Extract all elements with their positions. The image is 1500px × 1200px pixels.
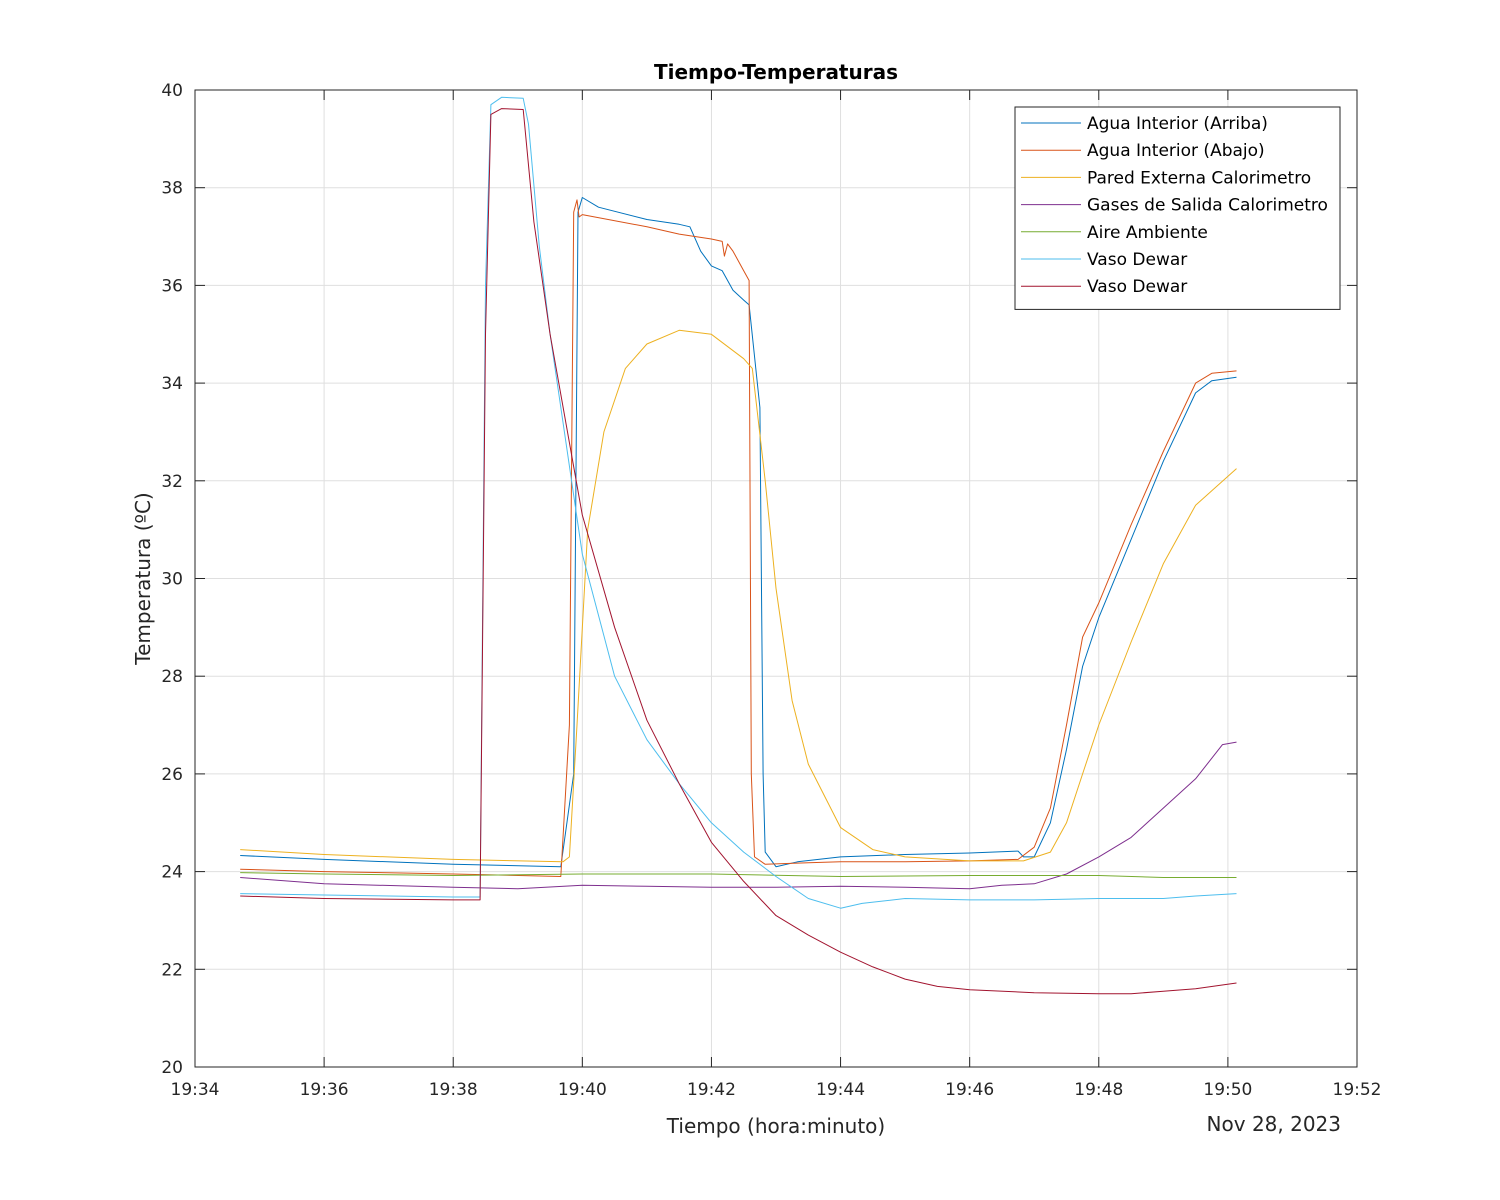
y-tick-label: 34 bbox=[161, 374, 183, 394]
y-tick-label: 38 bbox=[161, 179, 183, 199]
legend-entry-label: Agua Interior (Arriba) bbox=[1087, 114, 1268, 134]
series-line-3 bbox=[240, 329, 1237, 863]
y-tick-label: 30 bbox=[161, 570, 183, 590]
y-axis-label: Temperatura (ºC) bbox=[131, 492, 155, 665]
chart-title: Tiempo-Temperaturas bbox=[654, 60, 898, 84]
x-tick-label: 19:48 bbox=[1074, 1080, 1123, 1100]
legend-entry-label: Vaso Dewar bbox=[1087, 250, 1187, 270]
legend-box bbox=[1014, 106, 1341, 310]
legend-entry-label: Gases de Salida Calorimetro bbox=[1087, 196, 1328, 216]
y-tick-label: 22 bbox=[161, 960, 183, 980]
y-axis: 20 22 24 26 28 30 32 34 36 38 40 bbox=[161, 81, 1357, 1078]
x-tick-label: 19:40 bbox=[558, 1080, 607, 1100]
y-tick-label: 28 bbox=[161, 667, 183, 687]
legend-entry-label: Pared Externa Calorimetro bbox=[1087, 168, 1311, 188]
y-tick-label: 32 bbox=[161, 472, 183, 492]
date-label: Nov 28, 2023 bbox=[1207, 1112, 1341, 1136]
x-tick-label: 19:42 bbox=[687, 1080, 736, 1100]
x-tick-label: 19:46 bbox=[945, 1080, 994, 1100]
legend: Agua Interior (Arriba) Agua Interior (Aba… bbox=[1014, 106, 1341, 310]
series-line-2 bbox=[240, 199, 1237, 877]
legend-entry-label: Aire Ambiente bbox=[1087, 223, 1208, 243]
series-line-5 bbox=[240, 872, 1237, 878]
x-tick-label: 19:50 bbox=[1203, 1080, 1252, 1100]
y-tick-label: 36 bbox=[161, 276, 183, 296]
legend-entry-label: Vaso Dewar bbox=[1087, 277, 1187, 297]
y-tick-label: 26 bbox=[161, 765, 183, 785]
x-axis-label: Tiempo (hora:minuto) bbox=[666, 1114, 885, 1138]
x-tick-label: 19:52 bbox=[1333, 1080, 1382, 1100]
y-tick-label: 20 bbox=[161, 1058, 183, 1078]
x-tick-label: 19:38 bbox=[429, 1080, 478, 1100]
x-axis: 19:34 19:36 19:38 19:40 19:42 19:44 19:46 19:48… bbox=[171, 90, 1382, 1100]
y-tick-label: 40 bbox=[161, 81, 183, 101]
series-group bbox=[240, 96, 1237, 995]
series-line-6 bbox=[240, 96, 1237, 909]
x-tick-label: 19:34 bbox=[171, 1080, 220, 1100]
x-tick-label: 19:36 bbox=[300, 1080, 349, 1100]
series-line-7 bbox=[240, 108, 1237, 995]
x-tick-label: 19:44 bbox=[816, 1080, 865, 1100]
series-line-4 bbox=[240, 741, 1237, 890]
y-tick-label: 24 bbox=[161, 863, 183, 883]
legend-entry-label: Agua Interior (Abajo) bbox=[1087, 141, 1265, 161]
series-line-1 bbox=[240, 197, 1237, 868]
